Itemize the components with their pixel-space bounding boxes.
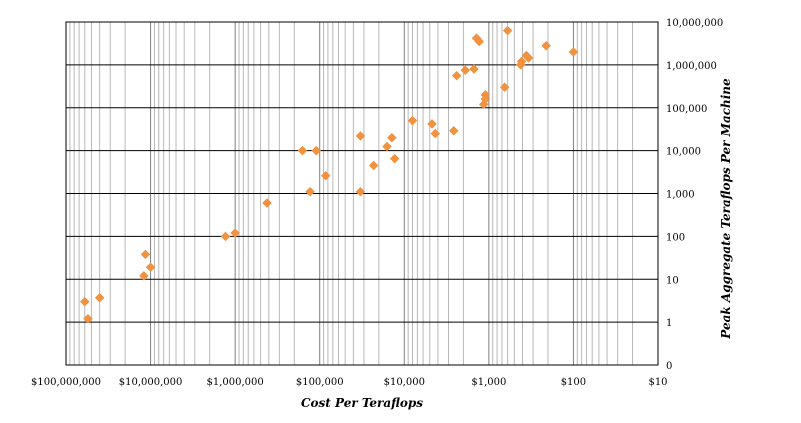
x-tick-label: $1,000	[471, 377, 506, 388]
data-point-diamond	[305, 186, 315, 197]
data-point-diamond	[83, 313, 93, 324]
data-point-diamond	[474, 36, 485, 47]
y-tick-label: 10,000	[666, 147, 701, 158]
data-point-diamond	[220, 231, 231, 242]
data-point-diamond	[262, 198, 272, 208]
x-tick-label: $10,000	[384, 377, 425, 388]
x-tick-label: $100,000,000	[31, 377, 101, 388]
data-point-diamond	[516, 56, 527, 67]
x-axis-tick-labels: $100,000,000 $10,000,000 $1,000,000 $100,00…	[31, 377, 668, 388]
y-axis-tick-labels: 0 1 10 100 1,000 10,000 100,000 1,000,000 10,000…	[666, 18, 723, 372]
data-point-diamond	[368, 160, 379, 171]
plot-area-border	[65, 21, 659, 366]
data-point-diamond	[407, 115, 418, 126]
data-point-diamond	[140, 249, 151, 260]
x-axis-title: Cost Per Teraflops	[301, 396, 423, 410]
data-point-diamond	[480, 94, 491, 104]
data-point-diamond	[499, 82, 510, 93]
x-tick-label: $100	[561, 377, 586, 388]
data-point-diamond	[502, 25, 513, 36]
y-tick-label: 100	[666, 232, 685, 243]
y-tick-label: 1	[666, 318, 672, 329]
x-tick-label: $10,000,000	[119, 377, 183, 388]
y-tick-label: 1,000	[666, 190, 695, 201]
data-point-diamond	[469, 64, 479, 74]
y-tick-label: 10	[666, 275, 679, 286]
data-point-diamond	[460, 65, 471, 76]
data-point-diamond	[94, 292, 105, 303]
data-point-diamond	[79, 296, 90, 307]
gridlines	[66, 21, 659, 366]
x-tick-label: $1,000,000	[207, 377, 264, 388]
data-point-diamond	[389, 153, 400, 164]
x-tick-label: $10	[648, 377, 667, 388]
y-tick-label: 100,000	[666, 104, 707, 115]
data-point-diamond	[355, 131, 366, 141]
data-point-diamond	[430, 128, 441, 139]
data-point-diamond	[448, 125, 459, 136]
data-point-diamond	[541, 40, 552, 51]
data-point-diamond	[145, 262, 156, 273]
data-point-diamond	[382, 141, 392, 152]
y-tick-label: 10,000,000	[666, 18, 723, 29]
y-tick-label: 1,000,000	[666, 61, 717, 72]
data-point-diamond	[523, 53, 534, 63]
y-tick-label: 0	[666, 361, 672, 372]
data-point-diamond	[427, 119, 437, 129]
data-point-diamond	[230, 228, 240, 238]
data-point-diamond	[297, 145, 308, 156]
data-point-diamond	[568, 47, 579, 57]
data-point-diamond	[311, 145, 322, 156]
data-points	[79, 25, 579, 324]
data-point-diamond	[139, 271, 149, 281]
x-tick-label: $100,000	[296, 377, 344, 388]
data-point-diamond	[320, 170, 331, 181]
data-point-diamond	[387, 132, 397, 143]
y-axis-title: Peak Aggregate Teraflops Per Machine	[719, 78, 733, 340]
data-point-diamond	[451, 70, 462, 81]
data-point-diamond	[355, 186, 366, 197]
